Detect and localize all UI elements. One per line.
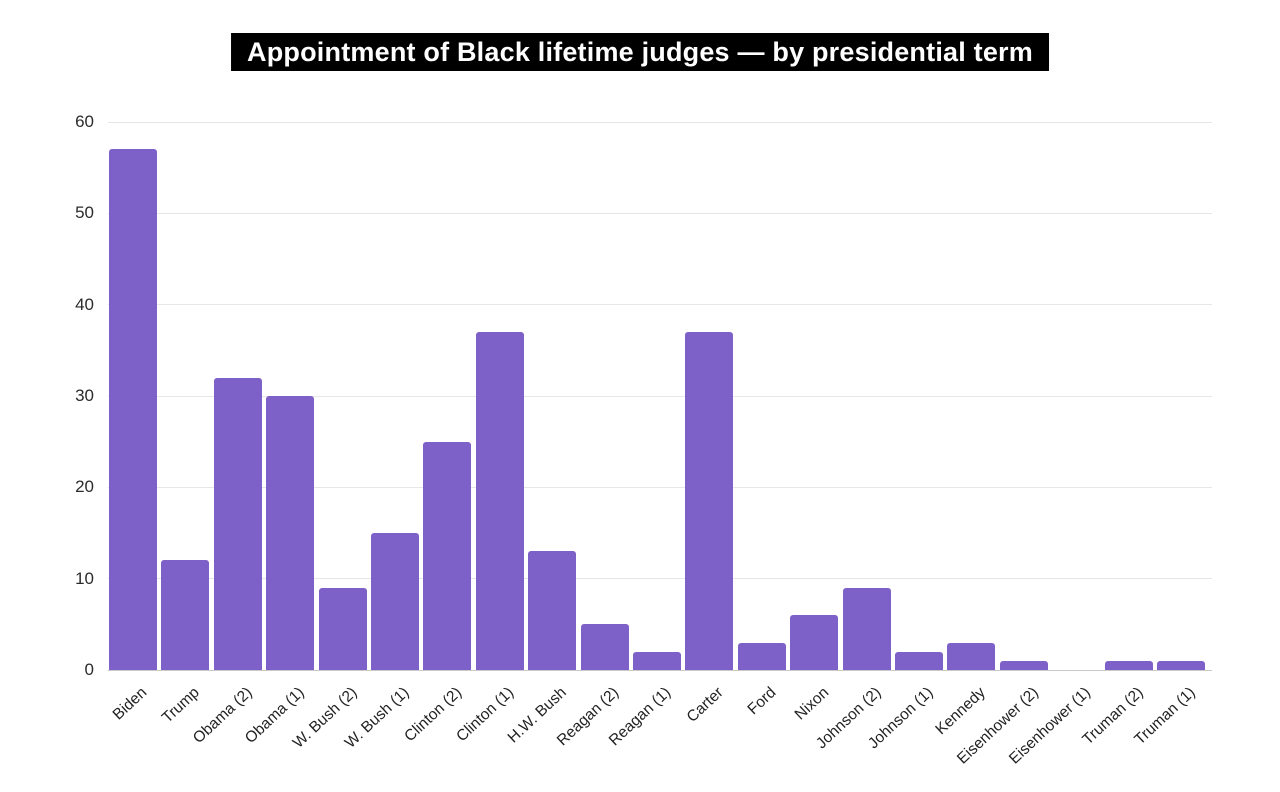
bar-johnson-1 [895, 651, 943, 670]
x-tick-label: Nixon [791, 684, 832, 724]
bar-kennedy [947, 642, 996, 670]
bar-ford [737, 642, 786, 670]
bar-biden [109, 149, 157, 670]
bar-obama-1 [266, 396, 315, 670]
x-tick-label: Ford [744, 684, 780, 719]
bar-reagan-1 [633, 651, 681, 670]
bar-w-bush-2 [318, 587, 367, 670]
gridline-y-30 [108, 395, 1212, 397]
y-tick-label: 10 [75, 568, 94, 588]
y-tick-label: 30 [75, 386, 94, 405]
chart-title: Appointment of Black lifetime judges — b… [231, 33, 1049, 71]
x-tick-label: Trump [159, 684, 203, 727]
bar-nixon [790, 615, 839, 670]
bar-eisenhower-2 [999, 660, 1048, 670]
bar-carter [685, 332, 734, 670]
y-tick-label: 50 [75, 203, 94, 223]
plot-area: 0 10 20 30 40 50 60 Biden Trump Obama (2) Obama (1… [75, 112, 1212, 768]
bar-h-w-bush [528, 551, 577, 670]
bar-obama-2 [213, 377, 262, 670]
bar-clinton-1 [475, 332, 524, 670]
y-tick-label: 20 [75, 477, 94, 497]
bar-truman-2 [1104, 660, 1153, 670]
x-tick-label: Biden [109, 684, 151, 724]
bar-w-bush-1 [371, 533, 419, 670]
bar-johnson-2 [842, 587, 891, 670]
gridline-y-50 [108, 212, 1212, 214]
bar-reagan-2 [580, 624, 629, 670]
gridline-y-20 [108, 486, 1212, 488]
bar-truman-1 [1157, 660, 1205, 670]
y-tick-label: 40 [75, 294, 94, 314]
x-axis-line [108, 670, 1212, 671]
y-tick-label: 0 [84, 660, 94, 679]
gridline-y-10 [108, 578, 1212, 580]
bar-clinton-2 [423, 441, 472, 670]
gridline-y-60 [108, 121, 1212, 123]
bar-trump [161, 560, 210, 670]
x-tick-label: Carter [683, 684, 727, 726]
y-tick-label: 60 [75, 112, 94, 131]
gridline-y-40 [108, 304, 1212, 306]
